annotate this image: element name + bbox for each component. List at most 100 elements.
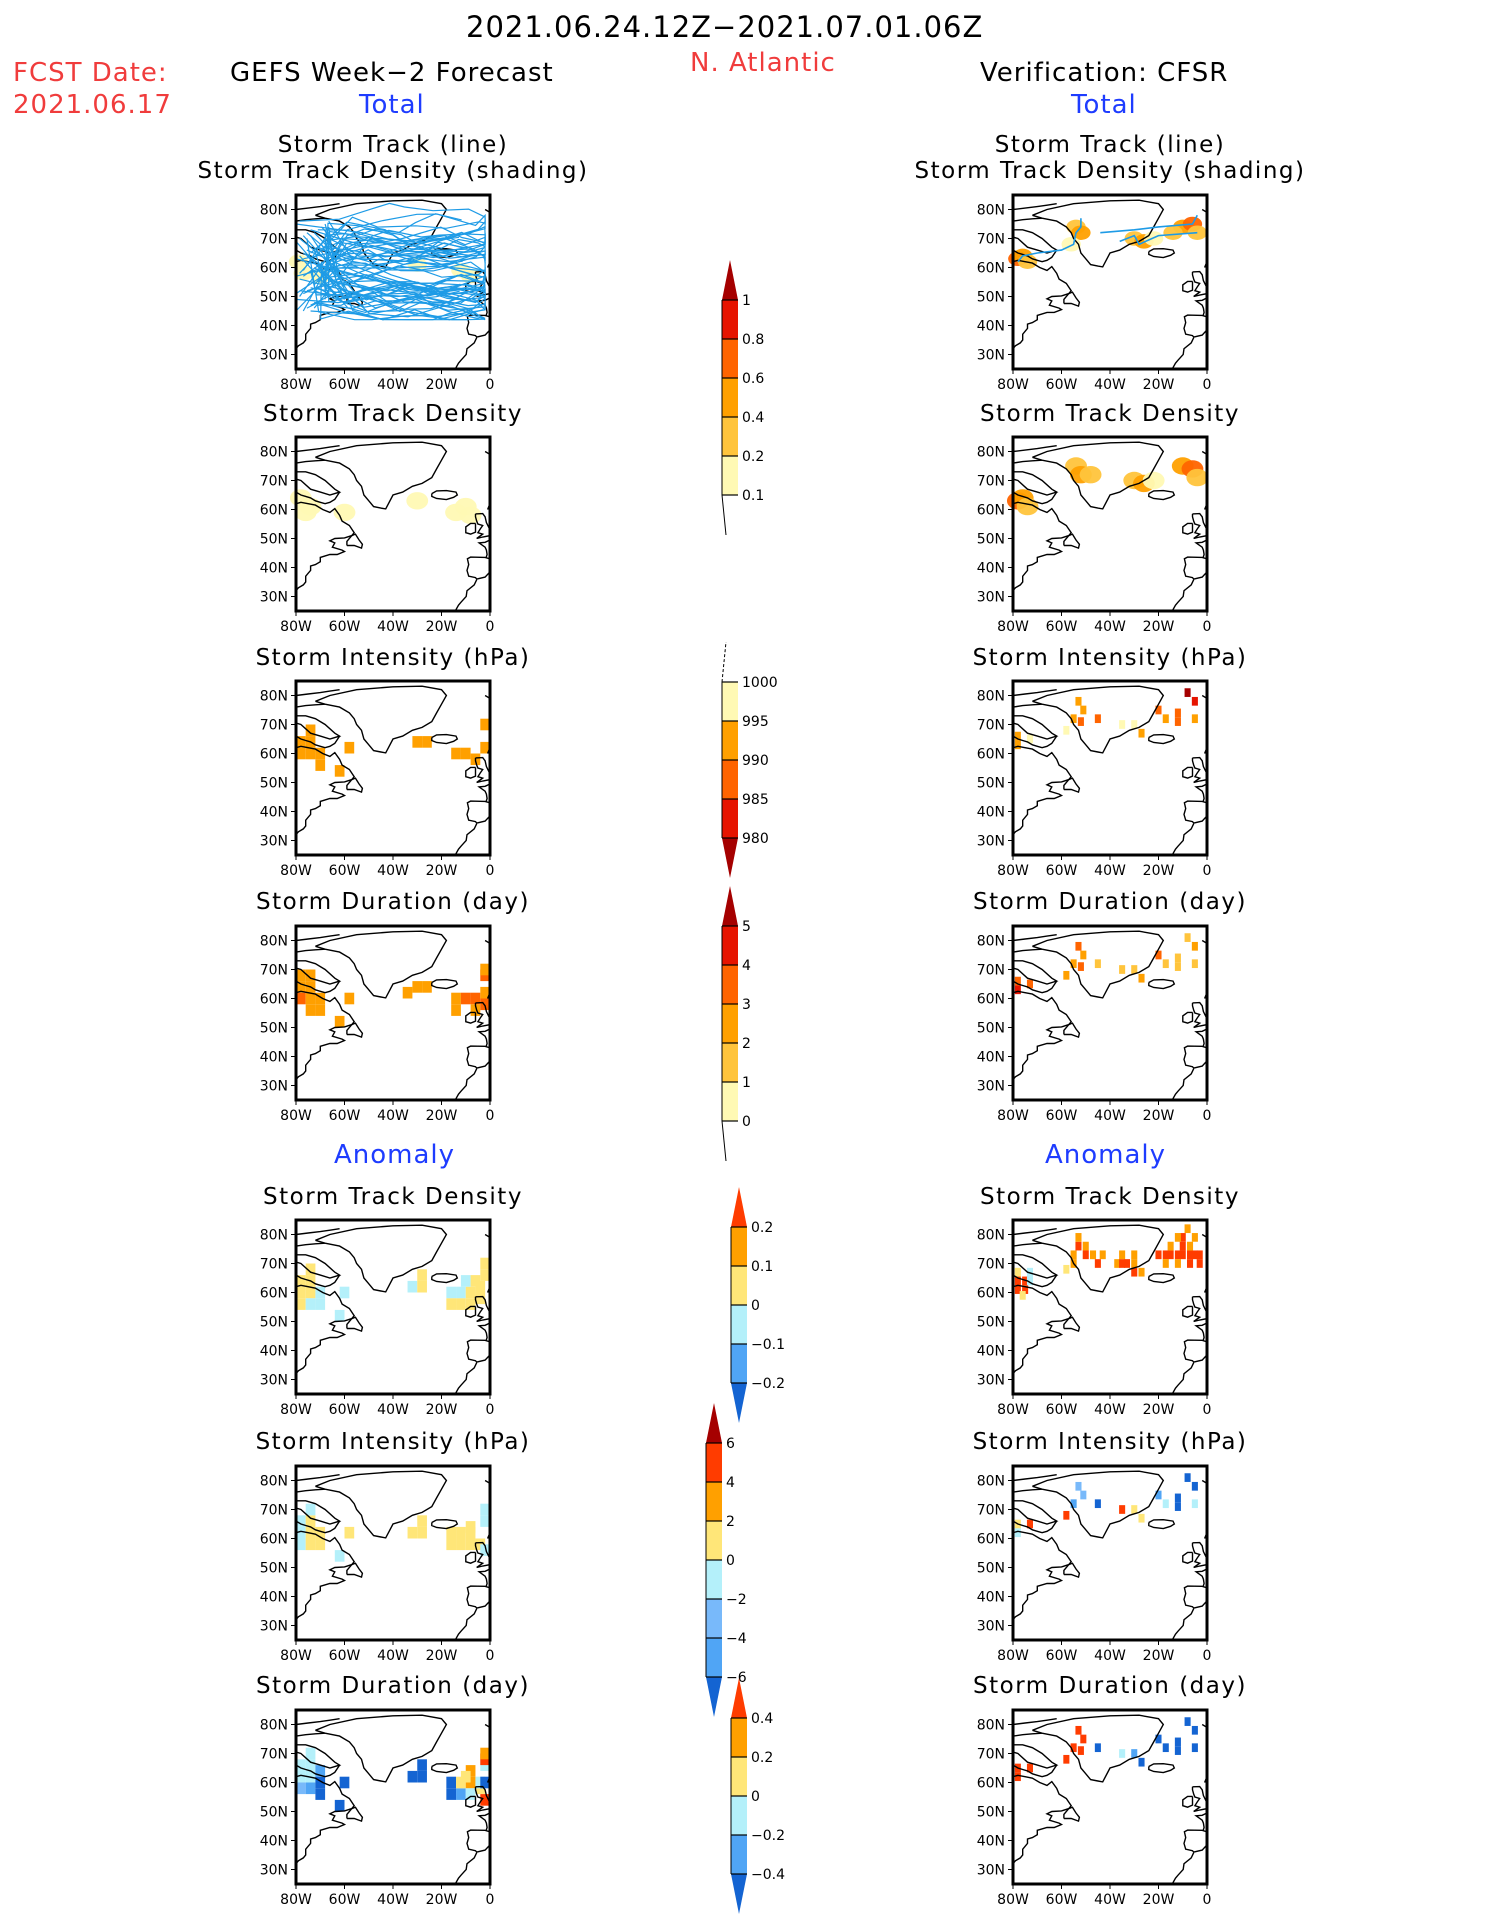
data-cell bbox=[1075, 1481, 1082, 1491]
data-cell bbox=[299, 497, 322, 516]
data-cell bbox=[1174, 1259, 1181, 1268]
lon-tick-label: 20W bbox=[1143, 1402, 1175, 1418]
data-cell bbox=[1063, 1510, 1070, 1520]
data-cell bbox=[1162, 959, 1169, 969]
data-cell bbox=[315, 1286, 326, 1299]
lon-tick-label: 60W bbox=[1046, 1892, 1078, 1908]
data-cell bbox=[1077, 717, 1084, 726]
coastline bbox=[296, 934, 340, 942]
lat-tick-label: 70N bbox=[260, 474, 288, 490]
colorbar-label: 0 bbox=[742, 1114, 751, 1130]
colorbar-tail bbox=[721, 641, 727, 683]
lon-tick-label: 80W bbox=[997, 1892, 1029, 1908]
lon-tick-label: 20W bbox=[426, 377, 458, 393]
total-label-right: Total bbox=[1071, 90, 1137, 120]
coastline bbox=[1063, 1562, 1081, 1579]
lat-tick-label: 50N bbox=[977, 532, 1005, 548]
lat-tick-label: 60N bbox=[260, 503, 288, 519]
lon-tick-label: 0 bbox=[486, 619, 495, 635]
colorbar-label: 3 bbox=[742, 997, 751, 1013]
coastline bbox=[466, 1829, 490, 1853]
coastline bbox=[296, 689, 340, 697]
coastline bbox=[465, 766, 477, 779]
data-cell bbox=[334, 1799, 345, 1812]
lon-tick-label: 0 bbox=[486, 1648, 495, 1664]
lat-tick-label: 40N bbox=[260, 1050, 288, 1066]
coastline bbox=[1191, 512, 1207, 540]
storm-track-line bbox=[324, 241, 486, 266]
map-panel-cfsr-anom-intensity: 80N 70N 60N 50N 40N 30N 80W 60W 40W 20W 0 bbox=[977, 1464, 1211, 1664]
data-cell bbox=[1080, 1734, 1087, 1744]
coastline bbox=[1148, 1272, 1176, 1284]
shading bbox=[296, 963, 490, 1028]
lat-tick-label: 70N bbox=[260, 1747, 288, 1763]
storm-tracks bbox=[1017, 214, 1199, 263]
coastline bbox=[1191, 1541, 1207, 1569]
data-cell bbox=[296, 1515, 306, 1527]
data-cell bbox=[1162, 1743, 1169, 1753]
lat-tick-label: 30N bbox=[260, 348, 288, 364]
coastline bbox=[346, 533, 364, 550]
coastlines bbox=[1013, 199, 1207, 369]
data-cell bbox=[456, 1538, 466, 1551]
data-cell bbox=[1075, 1725, 1082, 1735]
data-cell bbox=[412, 981, 423, 993]
data-cell bbox=[1119, 965, 1126, 974]
data-cell bbox=[480, 718, 490, 731]
coastline bbox=[465, 522, 477, 535]
coastline bbox=[296, 1764, 341, 1778]
map-panel-gefs-anom-density: 80N 70N 60N 50N 40N 30N 80W 60W 40W 20W 0 bbox=[260, 1218, 494, 1418]
storm-track-line bbox=[299, 278, 486, 313]
lon-tick-label: 80W bbox=[997, 619, 1029, 635]
coastline bbox=[1013, 217, 1043, 222]
data-cell bbox=[480, 1759, 490, 1771]
data-cell bbox=[446, 1538, 457, 1551]
lon-tick-label: 60W bbox=[329, 1108, 361, 1124]
coastline bbox=[296, 948, 326, 953]
coastline bbox=[1182, 1305, 1194, 1318]
lat-tick-label: 30N bbox=[977, 834, 1005, 850]
map-frame bbox=[1011, 1218, 1209, 1396]
lat-tick-label: 80N bbox=[977, 1474, 1005, 1490]
data-cell bbox=[1191, 714, 1198, 724]
data-cell bbox=[1155, 1734, 1162, 1744]
data-cell bbox=[1014, 1772, 1021, 1782]
coastline bbox=[296, 445, 340, 453]
coastline bbox=[1148, 733, 1176, 745]
lon-tick-label: 0 bbox=[486, 377, 495, 393]
coastline bbox=[1013, 1488, 1043, 1493]
lon-tick-label: 60W bbox=[329, 377, 361, 393]
coastline bbox=[1013, 1242, 1043, 1247]
data-cell bbox=[406, 492, 429, 510]
data-cell bbox=[480, 1753, 490, 1766]
storm-track-line bbox=[310, 270, 482, 296]
data-cell bbox=[480, 1794, 490, 1806]
data-cell bbox=[1155, 1250, 1162, 1260]
coastlines bbox=[296, 1224, 490, 1394]
title-line-1: Storm Track (line) bbox=[994, 132, 1226, 158]
colorbar-label: −4 bbox=[726, 1631, 747, 1647]
lat-tick-label: 80N bbox=[260, 689, 288, 705]
lat-tick-label: 50N bbox=[260, 1315, 288, 1331]
coastline bbox=[1013, 735, 1058, 749]
data-cell bbox=[305, 1004, 316, 1016]
data-cell bbox=[456, 1298, 466, 1310]
colorbar-label: 1 bbox=[742, 293, 751, 309]
data-cell bbox=[1070, 714, 1077, 724]
data-cell bbox=[1174, 1250, 1181, 1260]
coastline bbox=[296, 1254, 342, 1279]
coastline bbox=[477, 1568, 490, 1587]
data-cell bbox=[1162, 1250, 1169, 1260]
data-cell bbox=[1119, 1250, 1126, 1260]
lat-tick-label: 40N bbox=[260, 561, 288, 577]
data-cell bbox=[1063, 725, 1070, 735]
coastlines bbox=[1013, 1224, 1207, 1394]
data-cell bbox=[459, 506, 482, 524]
data-cell bbox=[465, 1298, 476, 1310]
coastline bbox=[1032, 199, 1165, 268]
data-cell bbox=[470, 992, 481, 1005]
data-cell bbox=[315, 1765, 326, 1777]
coastline bbox=[1013, 1274, 1058, 1288]
map-panel-gefs-total-intensity: 80N 70N 60N 50N 40N 30N 80W 60W 40W 20W 0 bbox=[260, 679, 494, 879]
data-cell bbox=[1179, 1241, 1186, 1251]
